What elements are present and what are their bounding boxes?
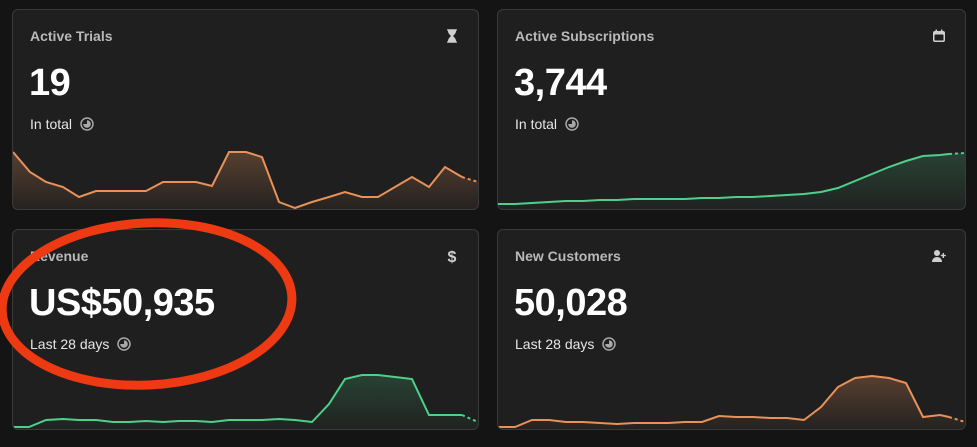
revenue-card[interactable]: Revenue $ US$50,935 Last 28 days: [12, 229, 479, 430]
subtitle-label: In total: [30, 116, 73, 132]
metric-subtitle: Last 28 days: [515, 336, 617, 352]
info-icon[interactable]: [80, 117, 94, 131]
add-user-icon: [932, 250, 946, 262]
trend-sparkline: [498, 152, 965, 209]
card-title: Revenue: [30, 248, 89, 264]
svg-text:$: $: [448, 249, 457, 264]
trend-line-projection: [461, 414, 478, 423]
info-icon[interactable]: [565, 117, 579, 131]
trend-sparkline: [498, 374, 965, 429]
trend-line: [498, 374, 950, 428]
trend-line-projection: [948, 416, 965, 423]
metric-subtitle: In total: [515, 116, 579, 132]
metric-value: US$50,935: [29, 282, 215, 324]
active-subscriptions-card[interactable]: Active Subscriptions 3,744 In total: [497, 9, 966, 210]
trend-area: [498, 376, 965, 429]
trend-sparkline: [13, 374, 478, 429]
card-title: New Customers: [515, 248, 621, 264]
metric-value: 50,028: [514, 282, 628, 324]
trend-line: [13, 374, 462, 428]
active-trials-card[interactable]: Active Trials 19 In total: [12, 9, 479, 210]
info-icon[interactable]: [117, 337, 132, 351]
trend-area: [13, 375, 478, 429]
metric-subtitle: In total: [30, 116, 94, 132]
trend-area: [498, 153, 965, 209]
trend-sparkline: [13, 151, 478, 209]
subtitle-label: In total: [515, 116, 558, 132]
card-title: Active Trials: [30, 28, 113, 44]
trend-line: [498, 153, 950, 205]
trend-line-projection: [461, 176, 478, 183]
info-icon[interactable]: [602, 337, 617, 351]
trend-line: [13, 151, 463, 209]
dollar-icon: $: [448, 249, 457, 264]
calendar-icon: [933, 29, 945, 42]
card-title: Active Subscriptions: [515, 28, 655, 44]
new-customers-card[interactable]: New Customers 50,028 Last 28 days: [497, 229, 966, 430]
subtitle-label: Last 28 days: [515, 336, 595, 352]
hourglass-icon: [447, 29, 457, 43]
metric-subtitle: Last 28 days: [30, 336, 132, 352]
metric-value: 19: [29, 62, 71, 104]
trend-line-projection: [948, 152, 965, 155]
trend-area: [13, 152, 478, 209]
subtitle-label: Last 28 days: [30, 336, 110, 352]
metric-value: 3,744: [514, 62, 607, 104]
